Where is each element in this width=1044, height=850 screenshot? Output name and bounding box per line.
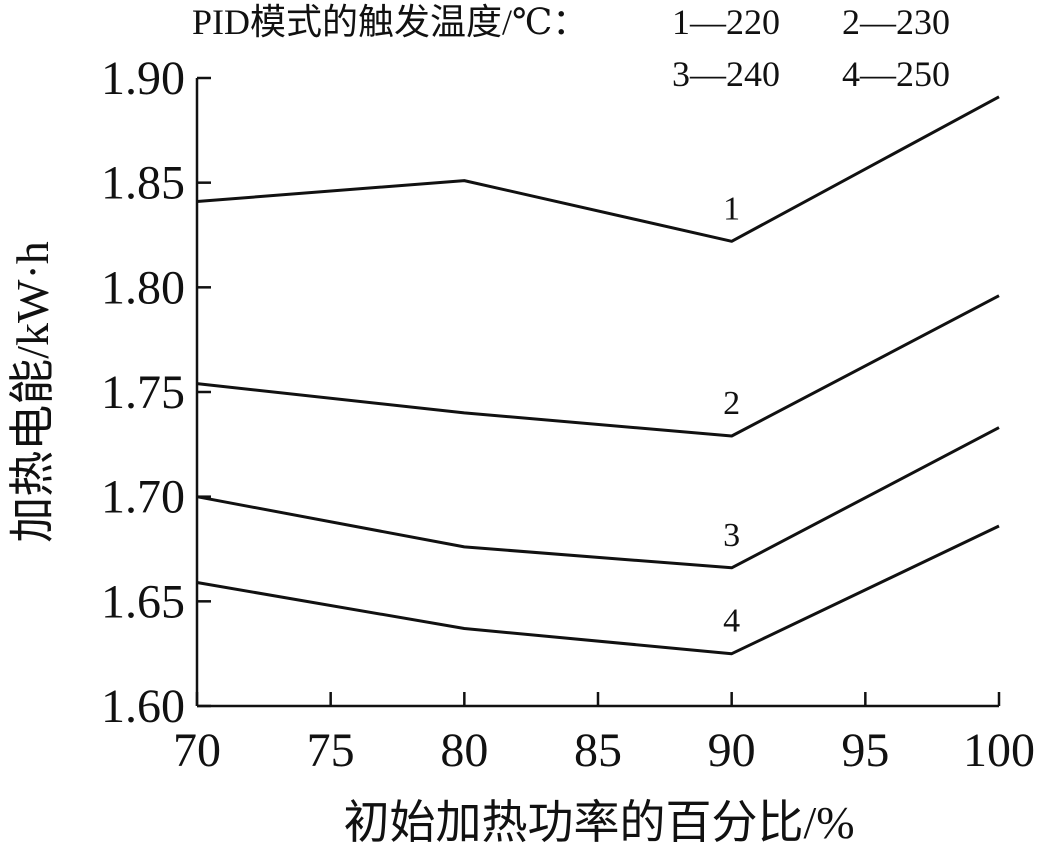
- x-ticks: 70 75 80 85 90 95 100: [173, 692, 1035, 777]
- legend: PID模式的触发温度/℃： 1—220 2—230 3—240 4—250: [192, 2, 950, 94]
- series-label-4: 4: [723, 603, 740, 640]
- series-line-2: [196, 294, 1000, 438]
- y-tick-label: 1.75: [101, 366, 185, 419]
- series-labels: 1 2 3 4: [723, 190, 740, 639]
- x-tick-label: 95: [841, 724, 889, 777]
- x-tick-label: 100: [963, 724, 1035, 777]
- y-tick-label: 1.70: [101, 471, 185, 524]
- x-tick-label: 80: [440, 724, 488, 777]
- series-line-1: [196, 95, 1000, 243]
- legend-title: PID模式的触发温度/℃：: [192, 2, 588, 42]
- x-tick-label: 90: [708, 724, 756, 777]
- y-ticks: 1.60 1.65 1.70 1.75 1.80 1.85 1.90: [101, 52, 211, 733]
- legend-entry: 4—250: [842, 54, 950, 94]
- series-lines: [196, 95, 1000, 656]
- x-axis-title: 初始加热功率的百分比/%: [343, 797, 854, 848]
- series-label-3: 3: [723, 517, 740, 554]
- x-tick-label: 75: [307, 724, 355, 777]
- y-tick-label: 1.60: [101, 680, 185, 733]
- axes: [195, 78, 999, 708]
- legend-entry: 2—230: [842, 2, 950, 42]
- series-label-2: 2: [723, 385, 740, 422]
- y-tick-label: 1.85: [101, 157, 185, 210]
- legend-entry: 1—220: [672, 2, 780, 42]
- series-label-1: 1: [723, 190, 740, 227]
- x-tick-label: 70: [173, 724, 221, 777]
- series-line-3: [196, 426, 1000, 570]
- x-tick-label: 85: [574, 724, 622, 777]
- y-tick-label: 1.65: [101, 575, 185, 628]
- legend-entry: 3—240: [672, 54, 780, 94]
- y-tick-label: 1.90: [101, 52, 185, 105]
- y-axis-title: 加热电能/kW·h: [7, 241, 58, 543]
- y-tick-label: 1.80: [101, 261, 185, 314]
- series-line-4: [196, 524, 1000, 656]
